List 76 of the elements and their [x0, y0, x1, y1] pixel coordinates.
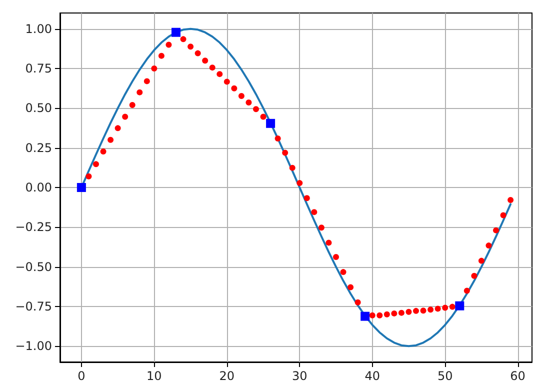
- point: [354, 299, 361, 306]
- point: [369, 312, 376, 318]
- point: [508, 197, 514, 204]
- y-tick-label: 0.75: [25, 62, 52, 76]
- point: [253, 106, 259, 112]
- point: [311, 209, 318, 216]
- point: [478, 258, 484, 264]
- y-tick-label: −0.75: [15, 299, 52, 314]
- point: [340, 269, 346, 276]
- point: [449, 304, 456, 310]
- point: [391, 310, 398, 316]
- point: [188, 44, 194, 50]
- y-tick-label: 0.25: [25, 140, 52, 155]
- point: [114, 125, 121, 132]
- point: [144, 78, 150, 84]
- x-tick-label: 10: [146, 369, 162, 383]
- point: [108, 136, 114, 143]
- point: [326, 240, 332, 246]
- point: [289, 164, 296, 171]
- point: [318, 224, 324, 231]
- point: [166, 42, 172, 48]
- point: [428, 306, 434, 313]
- x-tick-label: 50: [437, 369, 453, 383]
- x-tick-label: 60: [510, 369, 526, 383]
- point: [76, 183, 86, 192]
- point: [202, 58, 208, 64]
- point: [100, 148, 106, 154]
- point: [348, 284, 354, 290]
- x-tick-label: 40: [364, 369, 380, 383]
- point: [442, 304, 448, 311]
- point: [194, 50, 201, 56]
- point: [158, 52, 164, 59]
- point: [406, 308, 412, 315]
- point: [246, 99, 252, 106]
- y-tick-label: 1.00: [25, 22, 52, 36]
- point: [296, 180, 303, 186]
- point: [360, 312, 370, 321]
- y-tick-label: −0.50: [15, 260, 52, 274]
- point: [136, 89, 143, 96]
- x-tick-label: 30: [292, 369, 308, 383]
- point: [216, 71, 223, 78]
- point: [93, 161, 99, 168]
- point: [231, 85, 238, 92]
- point: [500, 212, 506, 218]
- point: [180, 36, 186, 42]
- point: [122, 114, 128, 120]
- point: [464, 288, 470, 294]
- point: [376, 312, 383, 318]
- x-tick-label: 20: [219, 369, 235, 383]
- point: [455, 301, 464, 310]
- point: [413, 308, 419, 314]
- point: [172, 28, 180, 37]
- point: [260, 114, 266, 120]
- point: [384, 311, 390, 318]
- y-tick-label: 0.00: [25, 180, 52, 194]
- point: [493, 227, 499, 234]
- point: [282, 150, 288, 156]
- point: [434, 306, 441, 312]
- point: [471, 272, 478, 279]
- point: [304, 195, 310, 202]
- point: [224, 78, 230, 85]
- y-tick-label: 0.50: [25, 101, 52, 116]
- y-tick-label: −0.25: [15, 220, 52, 234]
- point: [238, 92, 244, 99]
- point: [266, 118, 276, 128]
- point: [486, 242, 492, 249]
- point: [333, 254, 339, 260]
- point: [209, 64, 216, 71]
- point: [398, 310, 404, 316]
- point: [274, 135, 281, 142]
- point: [86, 173, 92, 180]
- point: [420, 308, 426, 314]
- x-tick-label: 0: [78, 369, 86, 383]
- point: [151, 66, 158, 72]
- point: [129, 102, 136, 108]
- y-tick-label: −1.00: [15, 339, 52, 354]
